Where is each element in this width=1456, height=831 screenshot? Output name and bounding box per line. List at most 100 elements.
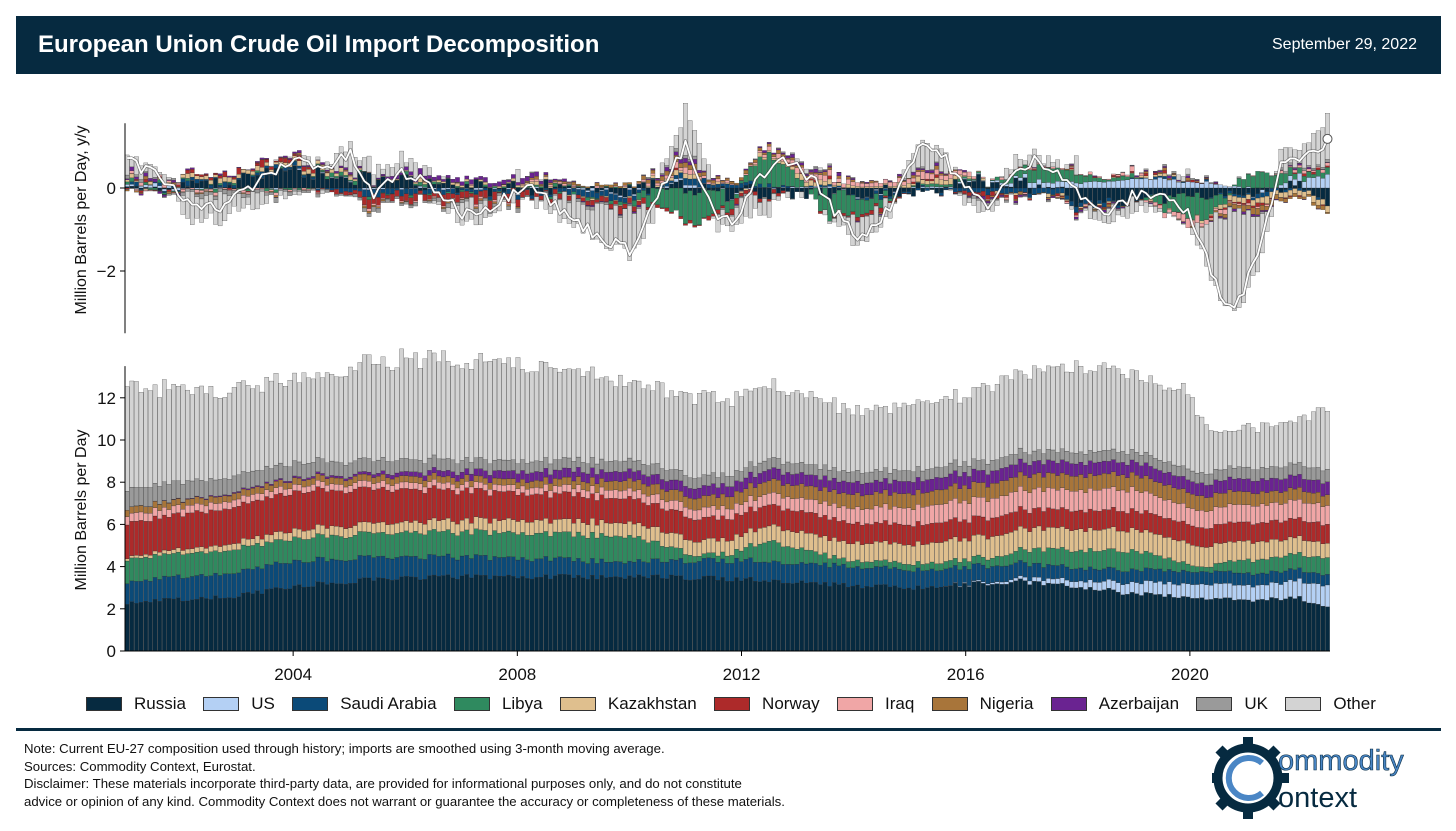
yoy-bar-kazakhstan <box>892 185 898 189</box>
bar-nigeria <box>1134 475 1139 491</box>
bar-iraq <box>892 506 898 523</box>
bar-iraq <box>478 482 483 489</box>
yoy-bar-russia <box>185 186 190 189</box>
bar-uk <box>990 460 995 472</box>
yoy-bar-russia <box>264 168 269 189</box>
bar-libya <box>529 535 535 562</box>
bar-nigeria <box>269 485 274 492</box>
bar-other <box>376 364 381 461</box>
bar-norway <box>697 519 702 543</box>
bar-uk <box>478 457 483 469</box>
bar-kazakhstan <box>673 533 679 548</box>
yoy-bar-saudi-arabia <box>604 189 609 197</box>
yoy-bar-nigeria <box>869 180 874 184</box>
bar-nigeria <box>953 483 958 499</box>
yoy-bar-libya <box>348 179 353 182</box>
yoy-bar-saudi-arabia <box>408 188 414 196</box>
bar-other <box>599 377 604 460</box>
bar-nigeria <box>273 481 279 488</box>
bar-nigeria <box>906 493 912 508</box>
bar-norway <box>194 510 200 548</box>
bar-norway <box>1222 523 1228 543</box>
yoy-bar-kazakhstan <box>297 160 302 167</box>
yoy-bar-azerbaijan <box>441 179 446 182</box>
bar-kazakhstan <box>669 532 674 547</box>
bar-norway <box>1297 517 1302 536</box>
bar-iraq <box>1055 490 1060 510</box>
bar-uk <box>771 457 777 468</box>
bar-saudi-arabia <box>1301 572 1307 584</box>
bar-kazakhstan <box>1283 539 1288 557</box>
yoy-bar-kazakhstan <box>190 172 195 178</box>
yoy-bar-saudi-arabia <box>715 183 721 188</box>
bar-nigeria <box>766 480 772 494</box>
yoy-bar-other <box>757 202 763 216</box>
yoy-bar-nigeria <box>604 184 609 187</box>
bar-kazakhstan <box>562 518 567 532</box>
yoy-bar-nigeria <box>543 174 549 177</box>
bar-iraq <box>990 498 995 519</box>
yoy-bar-nigeria <box>641 175 646 180</box>
yoy-bar-kazakhstan <box>687 174 693 180</box>
yoy-bar-uk <box>771 192 777 195</box>
yoy-bar-norway <box>269 166 274 170</box>
bar-russia <box>906 587 912 652</box>
bar-nigeria <box>245 489 251 497</box>
yoy-bar-kazakhstan <box>538 185 544 187</box>
bar-other <box>1055 366 1060 453</box>
bar-norway <box>1097 511 1102 531</box>
bar-saudi-arabia <box>334 559 339 584</box>
bar-saudi-arabia <box>818 565 823 585</box>
bar-other <box>739 396 744 472</box>
bar-kazakhstan <box>1153 533 1158 556</box>
yoy-bar-saudi-arabia <box>850 193 856 196</box>
bar-iraq <box>497 484 502 492</box>
bottom-y-tick-label: 10 <box>97 431 116 450</box>
yoy-bar-libya <box>725 201 730 213</box>
bar-russia <box>269 588 274 652</box>
bar-other <box>562 369 567 458</box>
bar-russia <box>618 577 623 652</box>
yoy-bar-libya <box>264 188 269 192</box>
bar-nigeria <box>520 479 525 487</box>
yoy-bar-saudi-arabia <box>343 187 349 192</box>
bar-iraq <box>873 505 879 523</box>
bar-nigeria <box>283 482 288 490</box>
bar-uk <box>334 461 339 477</box>
bar-norway <box>208 509 214 547</box>
bar-norway <box>190 512 195 549</box>
bar-russia <box>334 583 339 652</box>
bar-nigeria <box>385 477 390 485</box>
yoy-bar-norway <box>1092 176 1098 178</box>
yoy-bar-us <box>878 193 884 196</box>
bar-saudi-arabia <box>227 573 232 598</box>
bar-azerbaijan <box>780 474 786 486</box>
bar-other <box>464 363 470 458</box>
yoy-bar-other <box>599 203 604 243</box>
bar-libya <box>641 539 646 562</box>
yoy-bar-saudi-arabia <box>478 189 483 192</box>
yoy-bar-azerbaijan <box>1092 175 1098 177</box>
bar-iraq <box>1115 490 1121 512</box>
bar-norway <box>729 519 735 541</box>
bar-azerbaijan <box>1311 479 1316 494</box>
bar-kazakhstan <box>1036 525 1042 548</box>
yoy-bar-russia <box>166 187 172 190</box>
yoy-bar-kazakhstan <box>464 178 470 182</box>
bar-libya <box>455 535 460 561</box>
bar-us <box>1190 584 1195 599</box>
bar-other <box>315 372 321 458</box>
yoy-bar-russia <box>953 179 958 189</box>
bar-azerbaijan <box>971 468 977 482</box>
bar-other <box>1148 375 1153 456</box>
yoy-bar-iraq <box>920 171 925 180</box>
yoy-bar-nigeria <box>1069 165 1074 167</box>
bar-other <box>901 402 907 471</box>
bar-us <box>1092 581 1098 591</box>
bar-nigeria <box>739 492 744 505</box>
yoy-bar-iraq <box>348 175 353 178</box>
bar-saudi-arabia <box>497 557 502 577</box>
bar-azerbaijan <box>641 474 646 485</box>
bar-libya <box>1073 551 1079 570</box>
bar-nigeria <box>1083 477 1088 493</box>
